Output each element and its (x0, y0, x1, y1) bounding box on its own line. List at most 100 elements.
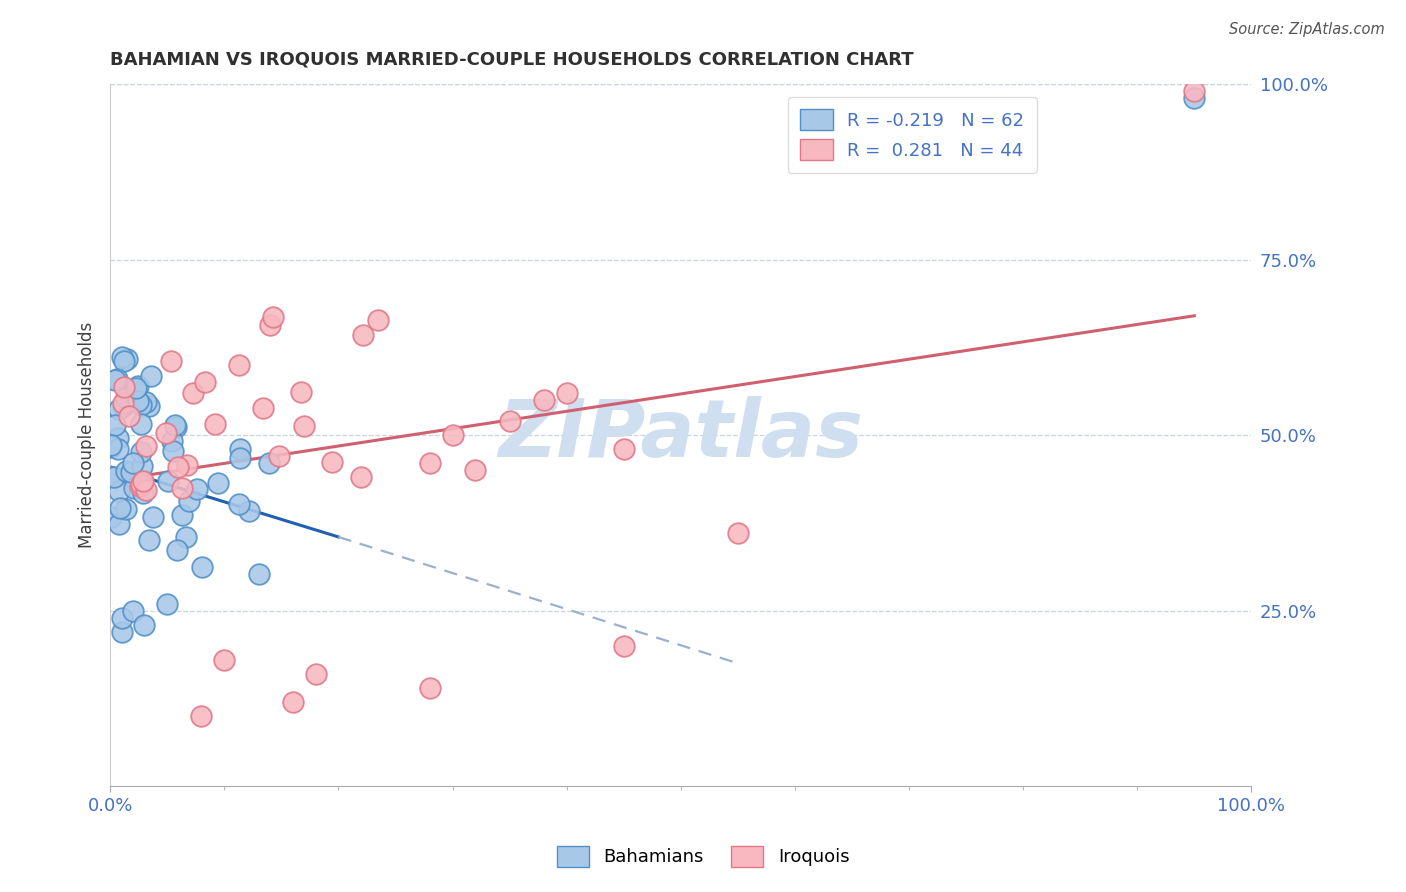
Legend: R = -0.219   N = 62, R =  0.281   N = 44: R = -0.219 N = 62, R = 0.281 N = 44 (787, 96, 1038, 173)
Legend: Bahamians, Iroquois: Bahamians, Iroquois (550, 838, 856, 874)
Point (238, 503, 260, 517)
Point (107, 483, 129, 498)
Point (228, 358, 250, 372)
Point (107, 516, 129, 531)
Point (112, 397, 135, 411)
Point (252, 401, 274, 416)
Point (131, 474, 153, 488)
Point (176, 458, 198, 472)
Point (613, 639, 636, 653)
Point (114, 502, 136, 516)
Point (170, 508, 193, 522)
Point (108, 401, 131, 416)
Point (129, 417, 152, 432)
Point (228, 497, 250, 511)
Point (111, 395, 134, 409)
Point (110, 624, 132, 639)
Point (292, 418, 315, 433)
Text: ZIPatlas: ZIPatlas (498, 396, 863, 475)
Point (157, 475, 180, 489)
Point (141, 369, 163, 384)
Point (129, 477, 152, 491)
Point (111, 400, 134, 414)
Point (207, 475, 229, 490)
Point (174, 530, 197, 544)
Point (613, 442, 636, 457)
Point (104, 418, 127, 433)
Point (352, 327, 374, 342)
Point (419, 456, 441, 470)
Point (138, 399, 160, 413)
Point (194, 375, 217, 389)
Point (186, 483, 208, 497)
Point (112, 379, 135, 393)
Point (122, 604, 145, 618)
Point (104, 373, 127, 387)
Point (159, 354, 181, 368)
Point (262, 310, 284, 324)
Text: BAHAMIAN VS IROQUOIS MARRIED-COUPLE HOUSEHOLDS CORRELATION CHART: BAHAMIAN VS IROQUOIS MARRIED-COUPLE HOUS… (110, 51, 914, 69)
Point (166, 460, 188, 475)
Point (100, 440, 122, 454)
Text: Source: ZipAtlas.com: Source: ZipAtlas.com (1229, 22, 1385, 37)
Point (162, 443, 184, 458)
Point (1182, 84, 1205, 98)
Point (190, 560, 212, 574)
Point (367, 313, 389, 327)
Point (105, 371, 128, 385)
Point (100, 470, 122, 484)
Point (110, 610, 132, 624)
Point (135, 439, 157, 453)
Point (727, 526, 749, 541)
Point (127, 378, 149, 392)
Point (464, 463, 486, 477)
Point (419, 681, 441, 695)
Point (135, 395, 157, 409)
Point (131, 458, 153, 473)
Point (166, 420, 188, 434)
Point (120, 465, 142, 479)
Point (321, 454, 343, 468)
Point (129, 398, 152, 412)
Point (259, 318, 281, 333)
Point (115, 391, 138, 405)
Point (103, 470, 125, 484)
Point (247, 567, 270, 582)
Point (118, 409, 141, 423)
Point (290, 385, 312, 400)
Point (555, 386, 578, 401)
Point (1182, 91, 1205, 105)
Point (127, 394, 149, 409)
Point (166, 542, 188, 557)
Point (115, 464, 138, 478)
Point (257, 456, 280, 470)
Point (100, 438, 122, 452)
Point (181, 385, 204, 400)
Point (132, 485, 155, 500)
Point (214, 653, 236, 667)
Point (281, 695, 304, 709)
Point (100, 509, 122, 524)
Point (229, 442, 252, 456)
Point (170, 481, 193, 495)
Point (160, 434, 183, 448)
Point (142, 510, 165, 524)
Point (156, 597, 179, 611)
Point (134, 617, 156, 632)
Point (267, 449, 290, 463)
Y-axis label: Married-couple Households: Married-couple Households (79, 322, 96, 549)
Point (107, 442, 129, 456)
Point (155, 425, 177, 440)
Point (122, 481, 145, 495)
Point (107, 431, 129, 445)
Point (122, 456, 145, 470)
Point (112, 354, 135, 368)
Point (115, 351, 138, 366)
Point (129, 445, 152, 459)
Point (498, 414, 520, 428)
Point (125, 381, 148, 395)
Point (110, 501, 132, 516)
Point (533, 392, 555, 407)
Point (441, 428, 464, 442)
Point (129, 478, 152, 492)
